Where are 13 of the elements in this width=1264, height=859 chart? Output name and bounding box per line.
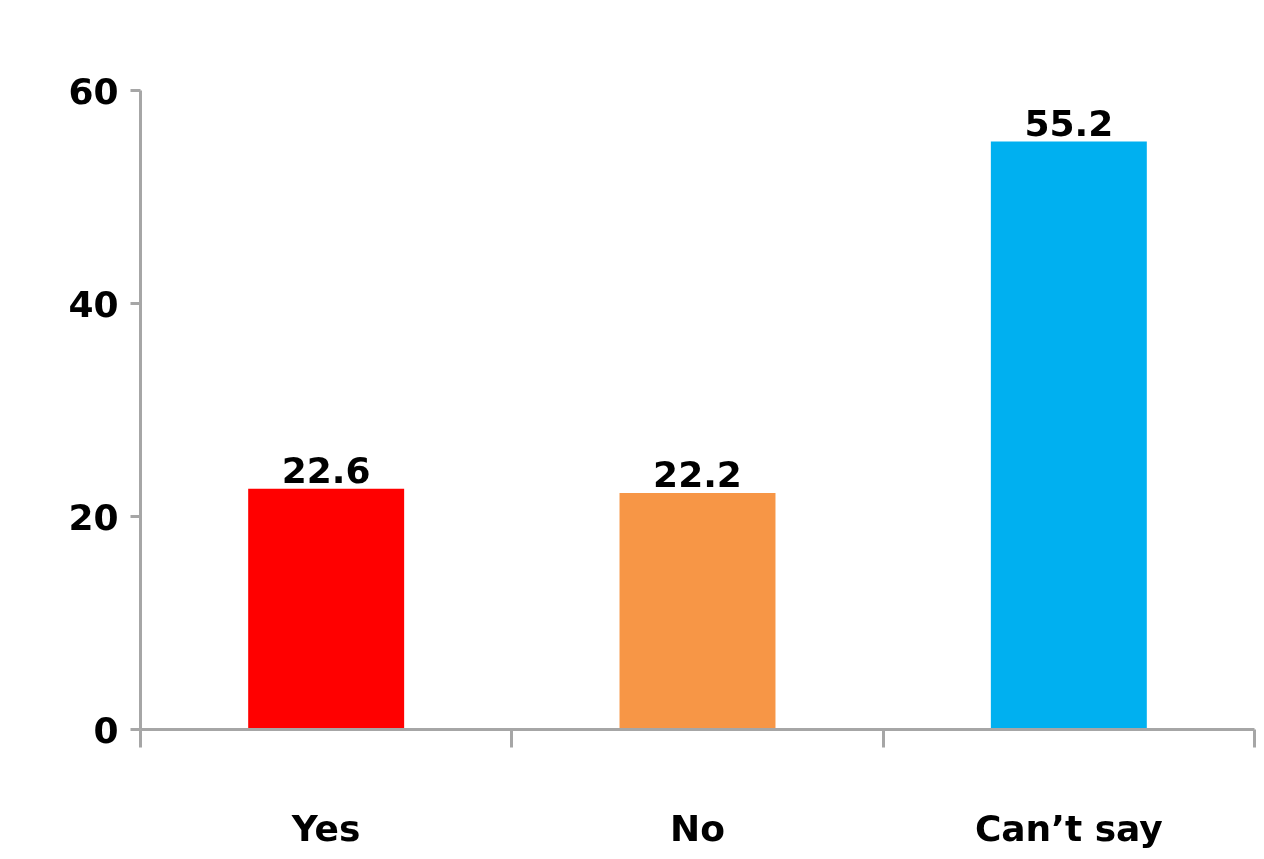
data-label: 55.2 [1024, 102, 1114, 144]
y-tick-label: 20 [68, 496, 119, 538]
bar [619, 493, 776, 730]
y-tick-label: 40 [68, 283, 119, 325]
y-tick-label: 0 [93, 709, 119, 751]
x-tick-label: Yes [290, 807, 361, 849]
x-tick-label: Can’t say [974, 807, 1163, 849]
bar [990, 141, 1147, 730]
data-label: 22.6 [281, 449, 371, 491]
bar [248, 488, 405, 730]
data-label: 22.2 [653, 454, 742, 496]
x-tick-label: No [670, 807, 725, 849]
y-tick-label: 60 [68, 70, 119, 112]
